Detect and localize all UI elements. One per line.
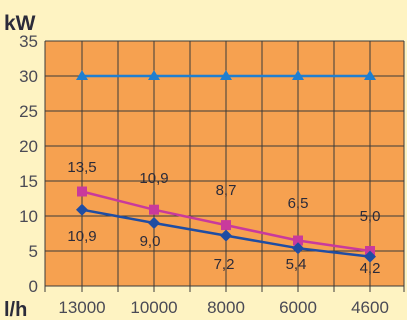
y-tick-label: 25: [19, 102, 38, 121]
y-tick-label: 20: [19, 137, 38, 156]
triangle-marker: [292, 70, 304, 80]
lower-data-label: 9,0: [140, 233, 161, 250]
triangle-marker: [76, 70, 88, 80]
upper-data-label: 5,0: [360, 208, 381, 225]
triangle-marker: [220, 70, 232, 80]
lower-data-label: 7,2: [214, 256, 235, 273]
data-labels: 13,5 10,9 8,7 6,5 5,0 10,9 9,0 7,2 5,4 4,2: [67, 159, 380, 277]
square-marker: [149, 204, 159, 215]
diamond-marker: [292, 242, 304, 255]
triangle-marker: [148, 70, 160, 80]
plot-area: [45, 41, 404, 286]
y-axis-unit: kW: [4, 12, 36, 35]
x-tick-label: 8000: [207, 298, 245, 317]
lower-data-label: 10,9: [67, 228, 96, 245]
lower-data-label: 4,2: [360, 260, 381, 277]
diamond-marker: [76, 203, 88, 216]
y-tick-label: 15: [19, 172, 38, 191]
x-tick-label: 4600: [351, 298, 389, 317]
diamond-marker: [220, 229, 232, 242]
grid-lines: [44, 40, 405, 292]
series-group: [76, 70, 376, 263]
diamond-marker: [148, 217, 160, 229]
square-marker: [221, 220, 231, 231]
y-axis-ticks: 35 30 25 20 15 10 5 0: [19, 32, 38, 296]
x-tick-label: 6000: [279, 298, 317, 317]
lower-data-label: 5,4: [286, 256, 307, 273]
y-tick-label: 10: [19, 207, 38, 226]
upper-data-label: 6,5: [288, 195, 309, 212]
x-tick-label: 13000: [58, 298, 105, 317]
y-tick-label: 30: [19, 67, 38, 86]
y-tick-label: 35: [19, 32, 38, 51]
y-tick-label: 5: [29, 242, 38, 261]
x-axis-ticks: 13000 10000 8000 6000 4600: [58, 298, 389, 317]
square-marker: [77, 186, 87, 197]
y-tick-label: 0: [29, 277, 38, 296]
x-axis-unit: l/h: [4, 299, 27, 320]
upper-data-label: 8,7: [216, 182, 237, 199]
x-tick-label: 10000: [130, 298, 177, 317]
upper-data-label: 10,9: [139, 170, 168, 187]
square-marker: [293, 235, 303, 246]
triangle-marker: [364, 70, 376, 80]
diamond-marker: [364, 250, 376, 263]
upper-data-label: 13,5: [67, 159, 96, 176]
